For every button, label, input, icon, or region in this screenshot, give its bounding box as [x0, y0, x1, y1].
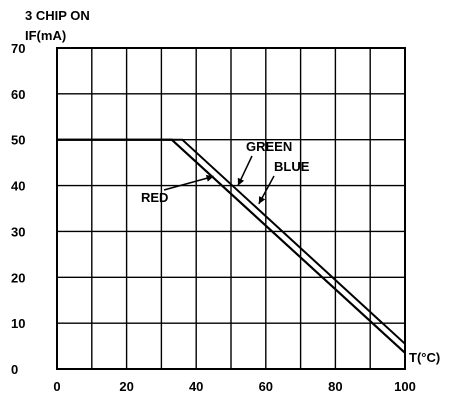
x-tick-label-40: 40	[189, 379, 203, 394]
series-line-blue	[57, 138, 406, 345]
y-axis-label: IF(mA)	[25, 28, 66, 43]
plot-frame	[56, 47, 406, 370]
x-tick-label-0: 0	[53, 379, 60, 394]
y-tick-label-50: 50	[11, 133, 25, 148]
y-tick-label-40: 40	[11, 179, 25, 194]
annotation-green-label: GREEN	[246, 139, 292, 154]
annotation-arrowhead-red	[205, 174, 214, 182]
plot-border	[56, 47, 406, 370]
annotation-arrows	[163, 155, 275, 205]
y-tick-labels: 0 10 20 30 40 50 60 70	[11, 41, 25, 377]
x-tick-label-100: 100	[394, 379, 416, 394]
series-lines	[57, 138, 406, 354]
x-tick-label-80: 80	[328, 379, 342, 394]
y-tick-label-30: 30	[11, 224, 25, 239]
annotation-arrowhead-green	[237, 177, 245, 186]
grid	[57, 48, 405, 369]
x-tick-labels: 0 20 40 60 80 100	[53, 379, 415, 394]
y-tick-label-20: 20	[11, 270, 25, 285]
annotation-red-label: RED	[141, 190, 168, 205]
annotation-arrow-red	[163, 175, 214, 191]
x-tick-label-20: 20	[119, 379, 133, 394]
x-axis-label: T(°C)	[409, 350, 440, 365]
y-tick-label-60: 60	[11, 87, 25, 102]
x-tick-label-60: 60	[259, 379, 273, 394]
y-tick-label-10: 10	[11, 316, 25, 331]
annotation-arrowhead-blue	[258, 196, 266, 204]
chart-title: 3 CHIP ON	[25, 8, 90, 23]
y-tick-label-70: 70	[11, 41, 25, 56]
annotation-blue-label: BLUE	[274, 159, 310, 174]
y-tick-label-0: 0	[11, 362, 18, 377]
